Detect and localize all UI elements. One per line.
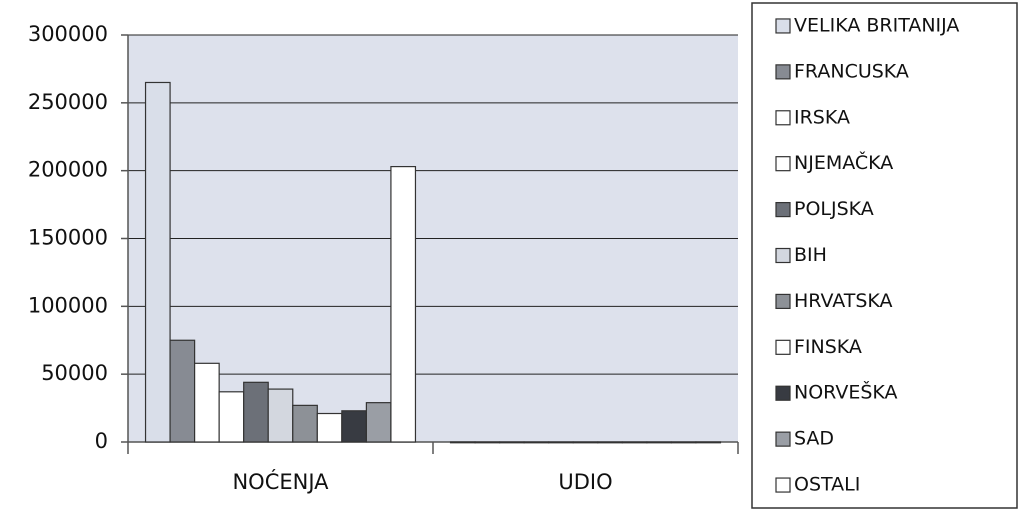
legend-swatch <box>775 247 791 264</box>
bar <box>218 391 245 443</box>
y-tick-label: 0 <box>95 429 108 453</box>
bar <box>390 165 417 443</box>
bar <box>341 410 367 443</box>
bar <box>646 441 672 444</box>
legend-swatch <box>775 477 791 493</box>
legend-swatch <box>775 18 791 34</box>
y-tick-label: 250000 <box>28 90 108 114</box>
legend-box <box>751 2 1018 509</box>
legend-swatch <box>775 293 791 310</box>
x-tick-label: NOĆENJA <box>232 469 329 494</box>
bar <box>365 402 392 443</box>
legend-label: NJEMAČKA <box>794 150 893 174</box>
bar <box>267 388 294 443</box>
legend-label: HRVATSKA <box>794 290 893 312</box>
legend-label: SAD <box>794 428 834 450</box>
legend-label: VELIKA BRITANIJA <box>794 14 959 36</box>
legend-label: IRSKA <box>794 106 850 128</box>
bar <box>194 362 220 443</box>
bar <box>621 441 648 444</box>
bar <box>523 441 550 444</box>
bar <box>474 441 501 444</box>
bar <box>144 81 171 443</box>
x-tick-label: UDIO <box>558 470 612 494</box>
bar <box>449 441 476 444</box>
bar <box>670 441 697 444</box>
bar <box>499 441 525 444</box>
legend-label: FRANCUSKA <box>794 60 909 82</box>
legend-swatch <box>775 201 791 218</box>
legend-swatch <box>775 110 791 126</box>
bar <box>169 339 196 443</box>
legend-label: POLJSKA <box>794 198 874 220</box>
bar <box>292 404 318 443</box>
legend-label: OSTALI <box>794 474 860 496</box>
legend-swatch <box>775 385 791 401</box>
legend-swatch <box>775 339 791 355</box>
bar <box>316 412 343 443</box>
bar <box>572 441 599 444</box>
y-tick-label: 300000 <box>28 22 108 46</box>
bar <box>243 381 269 443</box>
legend-swatch <box>775 64 791 80</box>
legend-label: BIH <box>794 244 827 266</box>
y-tick-label: 50000 <box>41 361 108 385</box>
legend-label: FINSKA <box>794 336 862 358</box>
legend-swatch <box>775 431 791 447</box>
bar <box>597 441 623 444</box>
bar <box>548 441 574 444</box>
y-tick-label: 100000 <box>28 293 108 317</box>
legend-swatch <box>775 156 791 172</box>
y-tick-label: 200000 <box>28 158 108 182</box>
bar <box>695 441 722 444</box>
y-tick-label: 150000 <box>28 226 108 250</box>
legend-label: NORVEŠKA <box>794 380 898 404</box>
